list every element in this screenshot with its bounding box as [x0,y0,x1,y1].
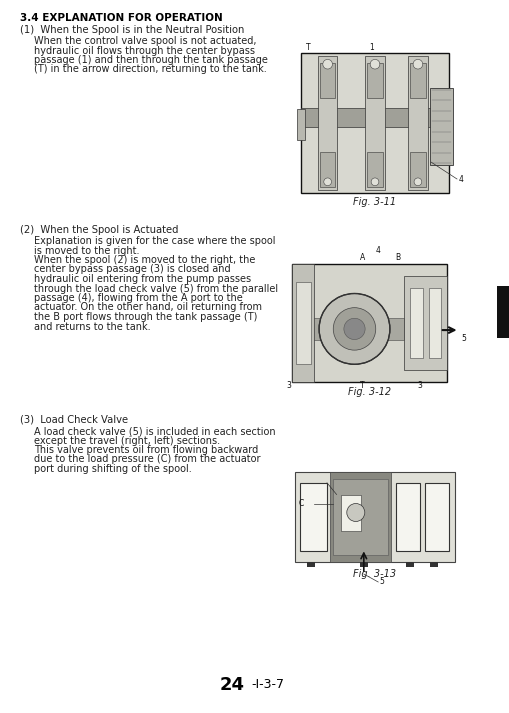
Bar [430,562,437,567]
Bar [295,282,310,364]
Text: hydraulic oil flows through the center bypass: hydraulic oil flows through the center b… [34,46,254,56]
Text: actuator. On the other hand, oil returning from: actuator. On the other hand, oil returni… [34,302,262,312]
Text: (2)  When the Spool is Actuated: (2) When the Spool is Actuated [20,225,178,235]
Text: 3: 3 [416,381,421,390]
Bar [319,153,335,188]
Bar [292,264,314,382]
Circle shape [412,59,422,69]
Text: T: T [305,43,310,52]
Text: 4: 4 [458,175,463,184]
Circle shape [346,503,364,521]
Bar [294,472,454,562]
Text: 24: 24 [219,676,244,694]
Text: T: T [359,381,364,390]
Bar [409,153,425,188]
Circle shape [332,308,375,350]
Bar [329,472,390,562]
Bar [319,63,335,98]
Circle shape [323,178,331,185]
Text: is moved to the right.: is moved to the right. [34,245,139,255]
Bar [366,63,382,98]
Bar [395,483,419,551]
Bar [424,483,448,551]
Bar [408,56,427,190]
Text: Fig. 3-13: Fig. 3-13 [353,569,396,579]
Text: C: C [298,499,303,508]
Text: 3: 3 [286,381,290,390]
Text: 1: 1 [369,43,374,52]
Text: the B port flows through the tank passage (T): the B port flows through the tank passag… [34,312,257,322]
Bar [359,562,367,567]
Bar [310,318,403,339]
Circle shape [413,178,421,185]
Bar [299,483,326,551]
Text: hydraulic oil entering from the pump passes: hydraulic oil entering from the pump pas… [34,274,250,284]
Bar [292,264,446,382]
Text: (3)  Load Check Valve: (3) Load Check Valve [20,415,128,425]
Bar [496,286,509,338]
Text: center bypass passage (3) is closed and: center bypass passage (3) is closed and [34,265,230,275]
Text: port during shifting of the spool.: port during shifting of the spool. [34,464,191,474]
Text: This valve prevents oil from flowing backward: This valve prevents oil from flowing bac… [34,445,258,455]
Text: Fig. 3-12: Fig. 3-12 [348,387,391,397]
Text: and returns to the tank.: and returns to the tank. [34,322,150,332]
Bar [333,479,387,555]
Bar [306,562,315,567]
Text: When the control valve spool is not actuated,: When the control valve spool is not actu… [34,36,256,46]
Circle shape [319,294,389,364]
Bar [405,562,413,567]
Circle shape [370,59,379,69]
Text: A load check valve (5) is included in each section: A load check valve (5) is included in ea… [34,426,275,436]
Bar [409,63,425,98]
Text: (1)  When the Spool is in the Neutral Position: (1) When the Spool is in the Neutral Pos… [20,25,244,35]
Text: -I-3-7: -I-3-7 [251,679,284,692]
Bar [300,108,448,127]
Text: due to the load pressure (C) from the actuator: due to the load pressure (C) from the ac… [34,454,260,464]
Text: B: B [394,253,400,262]
Bar [341,495,360,530]
Text: 4: 4 [375,246,379,255]
Bar [410,287,422,359]
Text: A: A [359,253,364,262]
Text: Explanation is given for the case where the spool: Explanation is given for the case where … [34,236,275,246]
Text: 5: 5 [461,334,465,343]
Bar [428,287,440,359]
Bar [300,53,448,193]
Circle shape [371,178,378,185]
Text: passage (4), flowing from the A port to the: passage (4), flowing from the A port to … [34,293,242,303]
Bar [364,56,384,190]
Text: through the load check valve (5) from the parallel: through the load check valve (5) from th… [34,284,277,294]
Text: 3.4 EXPLANATION FOR OPERATION: 3.4 EXPLANATION FOR OPERATION [20,13,222,23]
Text: (T) in the arrow direction, returning to the tank.: (T) in the arrow direction, returning to… [34,64,266,74]
Bar [296,109,305,140]
Text: except the travel (right, left) sections.: except the travel (right, left) sections… [34,436,220,446]
Bar [403,276,446,370]
Bar [318,56,336,190]
Text: passage (1) and then through the tank passage: passage (1) and then through the tank pa… [34,55,267,65]
Text: Fig. 3-11: Fig. 3-11 [353,197,396,207]
Bar [429,88,453,165]
Text: 5: 5 [379,577,384,586]
Circle shape [343,318,364,339]
Text: When the spool (2) is moved to the right, the: When the spool (2) is moved to the right… [34,255,255,265]
Bar [366,153,382,188]
Circle shape [322,59,332,69]
